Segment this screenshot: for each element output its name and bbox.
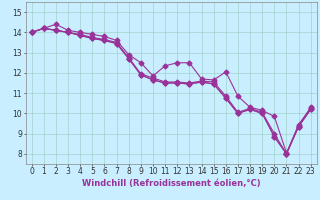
X-axis label: Windchill (Refroidissement éolien,°C): Windchill (Refroidissement éolien,°C): [82, 179, 260, 188]
